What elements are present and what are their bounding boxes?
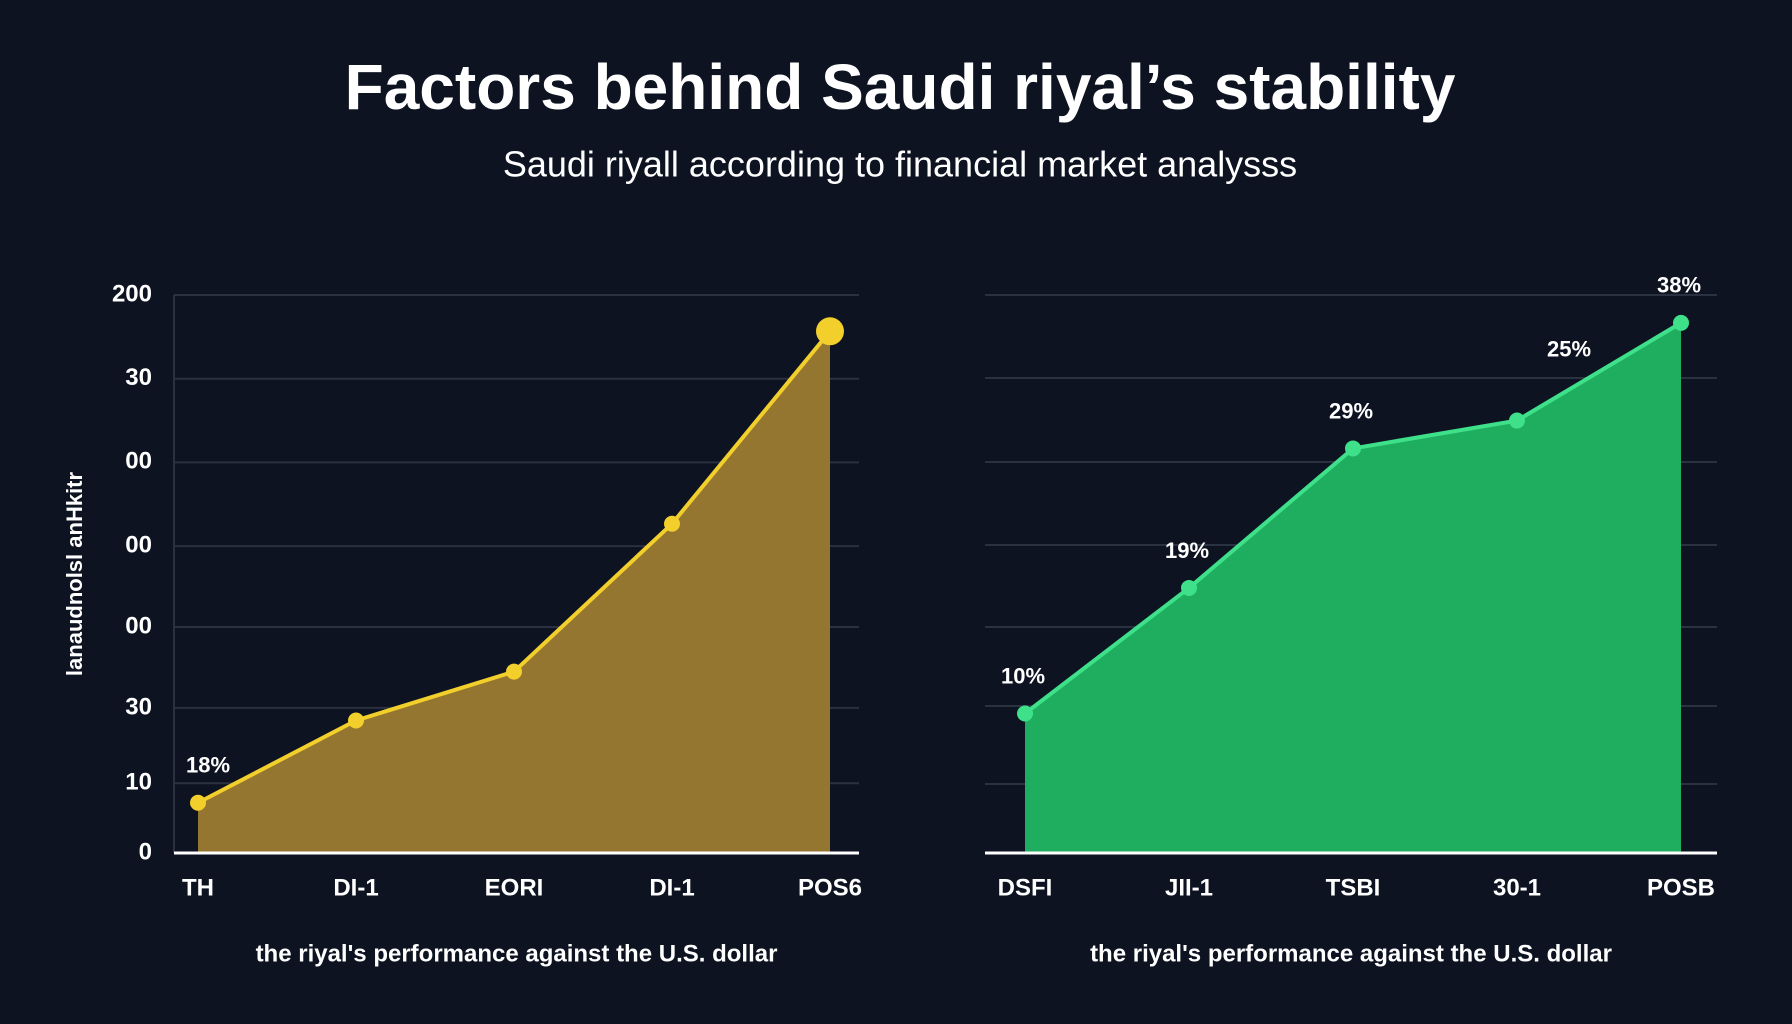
x-tick-label: DI-1 [333, 874, 378, 901]
y-tick-label: 30 [125, 693, 152, 720]
point [348, 712, 364, 729]
title: Factors behind Saudi riyal’s stability [345, 51, 1456, 123]
subtitle: Saudi riyall according to financial mark… [503, 144, 1297, 185]
y-tick-label: 00 [125, 612, 152, 639]
y-tick-label: 0 [139, 838, 152, 865]
area [1025, 322, 1681, 853]
x-tick-label: 30-1 [1493, 874, 1541, 901]
point [1017, 705, 1033, 722]
point [664, 515, 680, 532]
value-label: 18% [186, 753, 230, 778]
value-label: 10% [1001, 663, 1045, 688]
x-tick-label: JII-1 [1165, 874, 1213, 901]
x-tick-label: TSBI [1326, 874, 1381, 901]
point [1509, 412, 1525, 429]
x-tick-label: EORI [485, 874, 544, 901]
y-tick-label: 00 [125, 448, 152, 475]
point [1345, 440, 1361, 457]
point [506, 663, 522, 680]
annotation: 25% [1547, 336, 1591, 361]
point [816, 317, 844, 346]
x-tick-label: POSB [1647, 874, 1715, 901]
x-tick-label: DI-1 [649, 874, 694, 901]
x-tick-label: DSFI [998, 874, 1053, 901]
y-tick-label: 00 [125, 531, 152, 558]
value-label: 29% [1329, 398, 1373, 423]
y-tick-label: 200 [112, 280, 152, 307]
value-label: 19% [1165, 538, 1209, 563]
point [190, 794, 206, 811]
x-axis-title: the riyal's performance against the U.S.… [256, 940, 778, 967]
x-axis-title: the riyal's performance against the U.S.… [1090, 940, 1612, 967]
y-axis-title: lanaudnolsl anHkitr [62, 471, 87, 676]
point [1181, 579, 1197, 596]
x-tick-label: TH [182, 874, 214, 901]
y-tick-label: 10 [125, 769, 152, 796]
value-label: 38% [1657, 273, 1701, 298]
x-tick-label: POS6 [798, 874, 862, 901]
y-tick-label: 30 [125, 364, 152, 391]
point [1673, 314, 1689, 331]
